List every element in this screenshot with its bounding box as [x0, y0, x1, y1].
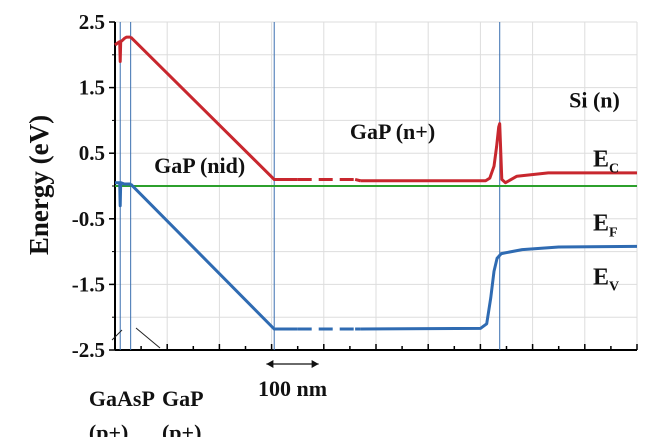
scale-bar-arrow-right — [312, 360, 319, 368]
scale-bar-label: 100 nm — [258, 376, 327, 401]
y-tick-label: 1.5 — [79, 76, 105, 100]
y-tick-label: 0.5 — [79, 141, 105, 165]
y-tick-label: -1.5 — [72, 272, 105, 296]
legend-EV: EV — [593, 264, 619, 294]
region-label: GaP — [162, 386, 204, 411]
scale-bar-arrow-left — [266, 360, 273, 368]
legend-EC: EC — [593, 146, 619, 176]
y-axis-label: Energy (eV) — [24, 115, 54, 255]
series-line-EC — [115, 37, 131, 61]
series-line-EC — [355, 179, 360, 180]
region-label: Si (n) — [569, 87, 620, 112]
region-label: GaP (n+) — [350, 119, 435, 144]
y-tick-label: -2.5 — [72, 338, 105, 362]
gap-arrow — [136, 328, 160, 348]
y-tick-label: -0.5 — [72, 207, 105, 231]
region-label: GaP (nid) — [154, 153, 245, 178]
region-sublabel: (p+) — [89, 420, 128, 437]
legend-EF: EF — [593, 211, 618, 241]
labels-group: Si (n) GaP (n+) GaP (nid) GaAsP (p+) GaP (p+) E… — [89, 87, 620, 437]
y-tick-label: 2.5 — [79, 10, 105, 34]
series-line-EV — [131, 184, 298, 329]
region-sublabel: (p+) — [162, 420, 201, 437]
region-label: GaAsP — [89, 386, 155, 411]
